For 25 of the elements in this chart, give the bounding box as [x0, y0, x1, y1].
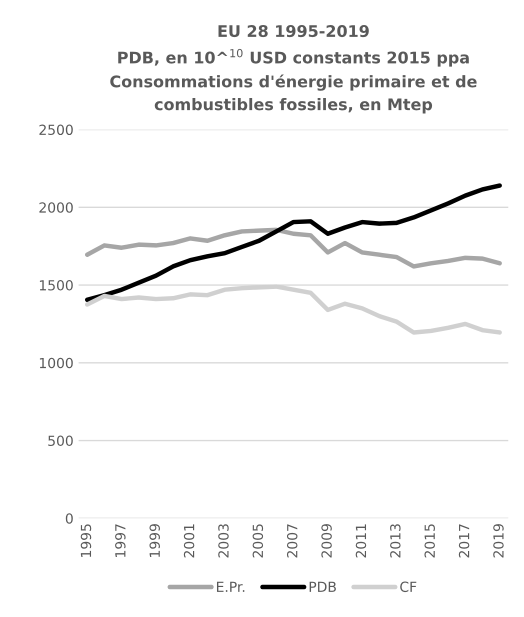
y-tick-label: 500	[48, 436, 73, 446]
legend-label: PDB	[310, 582, 336, 592]
line-series	[84, 228, 502, 269]
line-series	[84, 183, 502, 302]
y-tick-label: 1500	[40, 280, 73, 291]
y-tick-label: 1000	[40, 358, 73, 368]
x-tick-label: 2013	[390, 524, 401, 558]
x-tick-label: 1997	[115, 524, 126, 557]
x-tick-label: 2011	[356, 524, 366, 558]
x-tick-label: 1995	[80, 524, 92, 557]
x-tick-label: 2007	[286, 524, 298, 558]
x-tick-label: 2015	[424, 524, 435, 558]
x-tick-label: 2009	[321, 524, 332, 558]
x-tick-label: 2019	[493, 524, 504, 558]
chart-title: EU 28 1995-2019 PDB, en 10^$^{10}$ USD constants 2015 ppa Consommations d'énergie primaire et de combustibles fossiles, en Mtep	[110, 25, 477, 114]
x-tick-label: 2017	[458, 524, 470, 558]
legend-label: CF	[400, 582, 416, 592]
x-tick-label: 2001	[184, 524, 194, 558]
x-tick-label: 2005	[252, 524, 264, 558]
x-tick-label: 2003	[218, 524, 229, 558]
legend-label: E.Pr.	[216, 582, 244, 592]
y-tick-label: 2000	[39, 202, 73, 213]
y-tick-label: 0	[66, 513, 73, 524]
x-tick-label: 1999	[149, 524, 160, 557]
y-tick-label: 2500	[39, 124, 73, 136]
